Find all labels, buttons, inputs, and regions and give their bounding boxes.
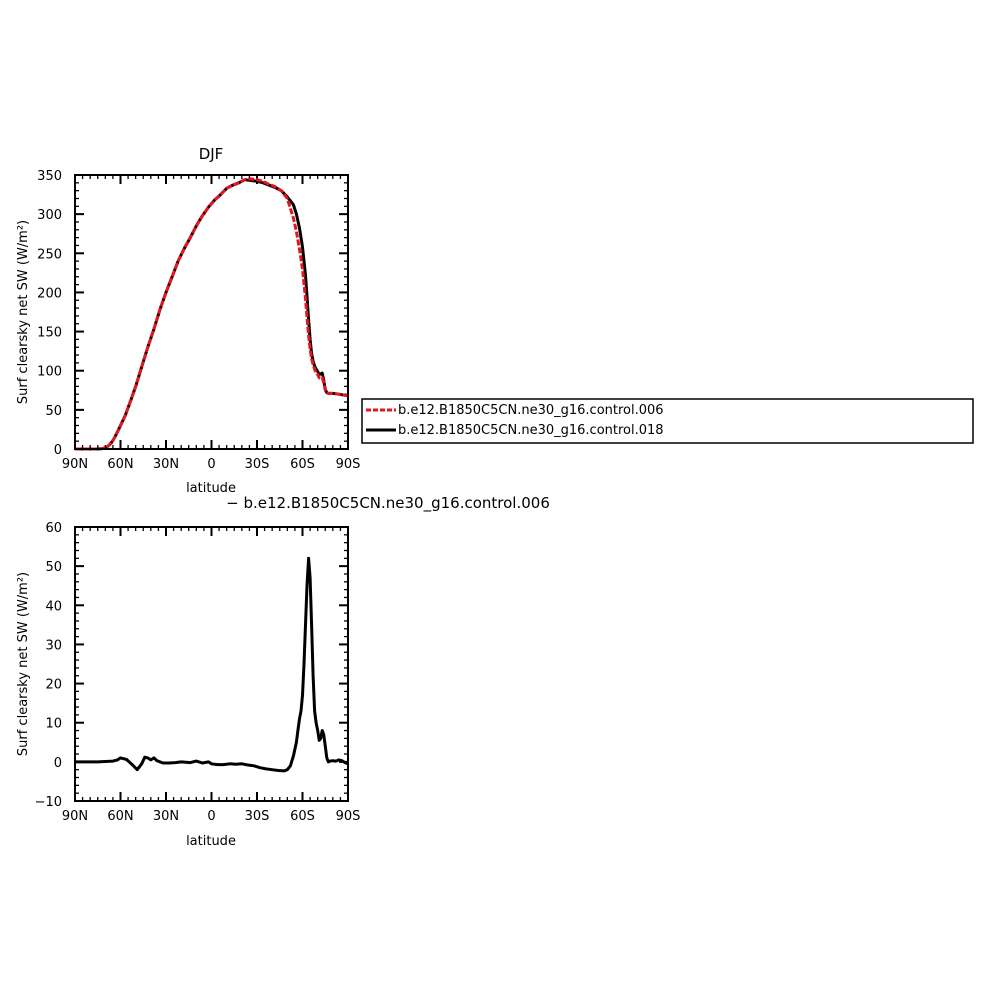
bottom-x-tick-label: 0 — [207, 809, 215, 824]
top-x-tick-label: 30N — [153, 457, 179, 472]
bottom-x-tick-label: 90N — [62, 809, 88, 824]
top-y-tick-label: 0 — [54, 443, 62, 458]
top-x-tick-label: 60S — [290, 457, 315, 472]
top-y-tick-label: 200 — [37, 286, 62, 301]
top-series-line-1 — [75, 177, 349, 451]
top-panel: DJF 90N 60N 30N 0 30S 60S 90S 0 50 100 150 200 250 30… — [16, 145, 360, 496]
bottom-x-tick-label: 60N — [107, 809, 133, 824]
top-y-tick-label: 250 — [37, 247, 62, 262]
bottom-y-tick-label: 60 — [45, 521, 62, 536]
top-y-tick-label: 100 — [37, 365, 62, 380]
bottom-x-axis-label: latitude — [186, 834, 236, 849]
bottom-panel: − b.e12.B1850C5CN.ne30_g16.control.006 9… — [16, 494, 550, 849]
bottom-plot-frame — [74, 526, 349, 802]
bottom-y-tick-label: −10 — [35, 795, 62, 810]
top-x-tick-label: 90N — [62, 457, 88, 472]
bottom-x-tick-label: 90S — [336, 809, 361, 824]
bottom-x-tick-label: 60S — [290, 809, 315, 824]
top-y-tick-label: 300 — [37, 208, 62, 223]
bottom-plot-area: 90N 60N 30N 0 30S 60S 90S −10 0 10 20 30 40 50 60 — [35, 521, 361, 824]
bottom-y-tick-label: 30 — [45, 638, 62, 653]
legend-label-series-1: b.e12.B1850C5CN.ne30_g16.control.006 — [398, 403, 664, 418]
top-plot-area: 90N 60N 30N 0 30S 60S 90S 0 50 100 150 200 250 300 350 — [37, 169, 360, 472]
bottom-y-tick-label: 0 — [54, 756, 62, 771]
top-x-tick-label: 0 — [207, 457, 215, 472]
bottom-y-tick-label: 20 — [45, 678, 62, 693]
top-y-tick-label: 150 — [37, 326, 62, 341]
top-chart-title: DJF — [199, 145, 224, 163]
bottom-y-tick-label: 10 — [45, 717, 62, 732]
legend: b.e12.B1850C5CN.ne30_g16.control.006 b.e… — [361, 398, 974, 444]
bottom-y-axis-label: Surf clearsky net SW (W/m²) — [16, 572, 31, 756]
bottom-x-tick-label: 30N — [153, 809, 179, 824]
top-x-axis-label: latitude — [186, 481, 236, 496]
top-plot-frame — [74, 174, 349, 450]
bottom-x-tick-label: 30S — [245, 809, 270, 824]
bottom-y-tick-label: 50 — [45, 560, 62, 575]
bottom-chart-title: − b.e12.B1850C5CN.ne30_g16.control.006 — [226, 494, 550, 513]
bottom-series-line-1 — [75, 556, 349, 773]
top-x-tick-label: 30S — [245, 457, 270, 472]
bottom-y-tick-label: 40 — [45, 599, 62, 614]
top-x-tick-label: 60N — [107, 457, 133, 472]
legend-label-series-2: b.e12.B1850C5CN.ne30_g16.control.018 — [398, 423, 664, 438]
top-x-tick-label: 90S — [336, 457, 361, 472]
top-y-tick-label: 350 — [37, 169, 62, 184]
top-y-tick-label: 50 — [45, 404, 62, 419]
legend-box — [361, 398, 974, 444]
top-y-axis-label: Surf clearsky net SW (W/m²) — [16, 220, 31, 404]
